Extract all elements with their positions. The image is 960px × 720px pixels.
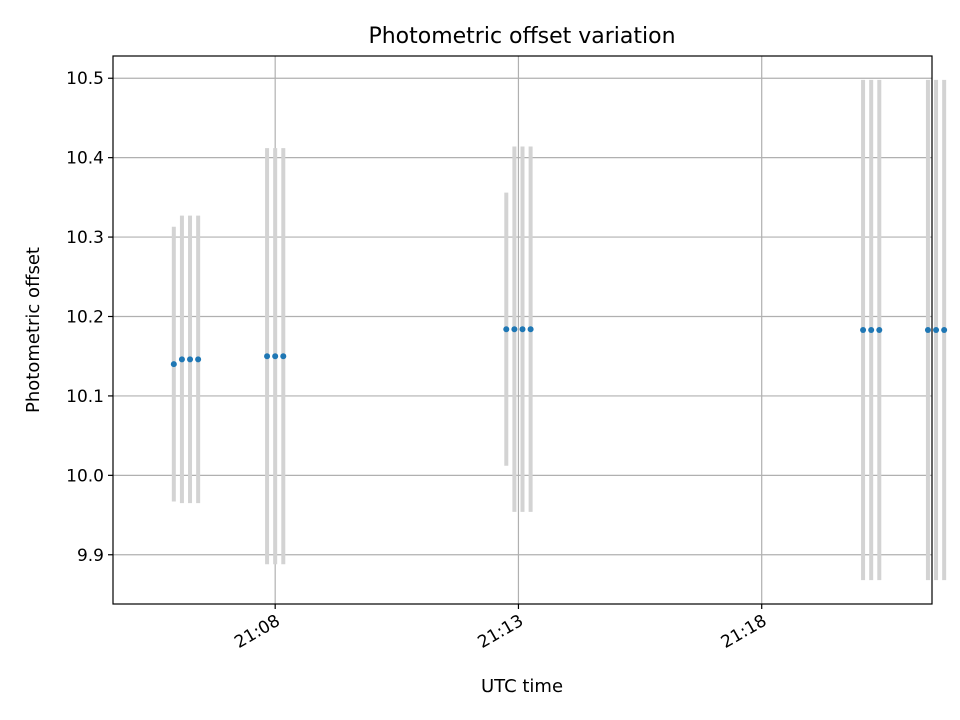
- data-point-10: [527, 326, 534, 333]
- data-point-5: [272, 353, 279, 360]
- y-tick-label-4: 10.3: [66, 228, 104, 248]
- chart-title: Photometric offset variation: [368, 24, 675, 49]
- y-tick-label-2: 10.1: [66, 387, 104, 407]
- data-points: [170, 326, 948, 368]
- data-point-14: [924, 327, 931, 333]
- y-tick-label-5: 10.4: [66, 149, 104, 169]
- data-point-16: [941, 327, 948, 333]
- data-point-15: [933, 327, 940, 333]
- y-tick-label-6: 10.5: [66, 69, 104, 89]
- data-point-8: [511, 326, 518, 333]
- y-axis-label: Photometric offset: [23, 247, 44, 413]
- data-point-13: [876, 327, 883, 333]
- data-point-1: [178, 356, 185, 363]
- data-point-3: [195, 356, 202, 363]
- data-point-6: [280, 353, 287, 360]
- y-tick-label-1: 10.0: [66, 466, 104, 486]
- y-tick-label-0: 9.9: [77, 546, 104, 566]
- data-point-2: [187, 356, 194, 363]
- data-point-0: [170, 361, 177, 368]
- plot-frame: [112, 55, 933, 605]
- data-point-11: [860, 327, 867, 333]
- data-point-4: [264, 353, 271, 360]
- x-axis-label: UTC time: [481, 676, 563, 697]
- y-tick-label-3: 10.2: [66, 307, 104, 327]
- data-point-12: [868, 327, 875, 333]
- data-point-9: [519, 326, 526, 333]
- data-point-7: [503, 326, 510, 333]
